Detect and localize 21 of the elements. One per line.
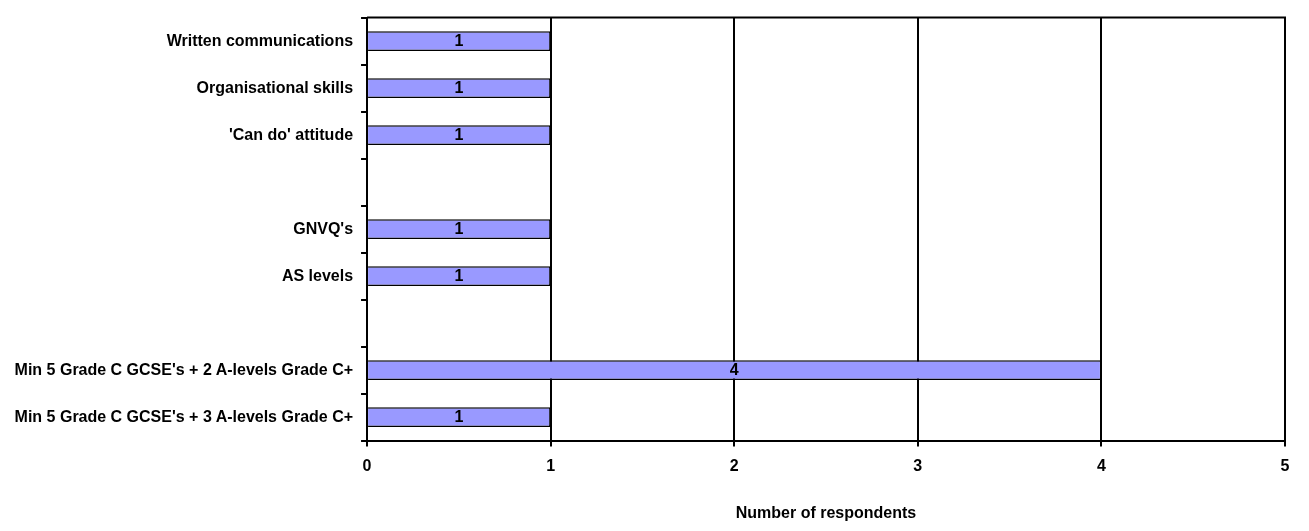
y-tick-label: Written communications	[166, 31, 354, 49]
data-label: 1	[454, 266, 464, 284]
data-label: 1	[454, 407, 464, 425]
y-tick-label: AS levels	[281, 266, 354, 284]
x-tick-label: 4	[1096, 456, 1106, 474]
data-label: 4	[729, 360, 739, 378]
y-tick-label: Min 5 Grade C GCSE's + 2 A-levels Grade C+	[14, 360, 354, 378]
x-tick-label: 3	[913, 456, 923, 474]
data-label: 1	[454, 125, 464, 143]
data-label: 1	[454, 219, 464, 237]
x-tick-label: 2	[729, 456, 739, 474]
data-label: 1	[454, 31, 464, 49]
y-tick-label: Organisational skills	[196, 78, 354, 96]
y-tick-label: 'Can do' attitude	[229, 125, 354, 143]
y-tick-label: GNVQ's	[293, 219, 354, 237]
x-tick-label: 1	[546, 456, 556, 474]
data-label: 1	[454, 78, 464, 96]
x-tick-label: 0	[362, 456, 372, 474]
x-axis-title: Number of respondents	[735, 503, 917, 521]
x-tick-label: 5	[1280, 456, 1290, 474]
y-tick-label: Min 5 Grade C GCSE's + 3 A-levels Grade C+	[14, 407, 354, 425]
